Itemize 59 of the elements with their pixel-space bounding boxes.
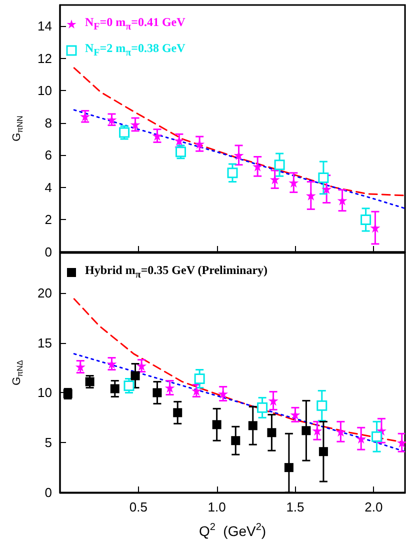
x-tick-label: 1.0	[208, 500, 226, 514]
point	[130, 371, 140, 380]
point	[312, 426, 322, 436]
point	[316, 400, 328, 411]
point	[231, 436, 240, 446]
y-tick-label: 0	[44, 244, 52, 260]
y-tick-label: 2	[44, 212, 52, 228]
x-tick-label: 0.5	[129, 500, 148, 514]
legend-label: N$_{F}$=0 m$_{π}$=0.41 GeV	[85, 15, 186, 33]
legend-label: Hybrid m$_{π}$=0.35 GeV (Preliminary)	[85, 263, 268, 281]
point	[85, 377, 94, 386]
y-tick-label: 5	[44, 435, 52, 450]
point	[110, 384, 120, 394]
point	[372, 431, 382, 442]
y-axis-title: GπNΔ	[11, 359, 24, 386]
point	[274, 160, 285, 170]
y-tick-label: 10	[38, 83, 52, 98]
point	[174, 136, 184, 146]
line-series	[73, 353, 406, 452]
point	[234, 150, 244, 160]
y-tick-label: 8	[44, 115, 52, 130]
y-tick-label: 10	[38, 385, 52, 400]
y-axis-title: GπNN	[11, 115, 24, 142]
y-tick-label: 15	[38, 335, 52, 350]
line-series	[73, 67, 406, 196]
point	[322, 184, 332, 194]
x-tick-label: 1.5	[286, 500, 304, 514]
point	[288, 178, 299, 188]
y-tick-label: 20	[38, 285, 52, 300]
point	[336, 426, 346, 437]
point	[212, 420, 222, 430]
point	[318, 447, 328, 456]
point	[173, 408, 182, 418]
point	[370, 222, 380, 233]
point	[218, 388, 228, 399]
point	[284, 463, 294, 472]
point	[396, 438, 406, 448]
point	[152, 388, 162, 398]
point	[290, 410, 300, 420]
line-series	[73, 109, 406, 210]
point	[318, 172, 329, 183]
y-tick-label: 4	[44, 180, 52, 195]
y-tick-label: 12	[38, 50, 52, 66]
point	[227, 168, 238, 178]
y-tick-label: 0	[44, 485, 52, 500]
point	[194, 373, 205, 384]
y-tick-label: 6	[44, 148, 52, 163]
point	[356, 434, 366, 444]
y-tick-label: 14	[38, 18, 52, 34]
x-tick-label: 2.0	[364, 500, 383, 514]
point	[257, 402, 268, 413]
point	[270, 174, 280, 184]
point	[176, 146, 186, 158]
point	[267, 428, 276, 438]
legend-label: N$_{F}$=2 m$_{π}$=0.38 GeV	[85, 41, 186, 59]
point	[124, 380, 134, 391]
point	[248, 421, 258, 430]
point	[302, 426, 311, 436]
point	[360, 214, 372, 225]
